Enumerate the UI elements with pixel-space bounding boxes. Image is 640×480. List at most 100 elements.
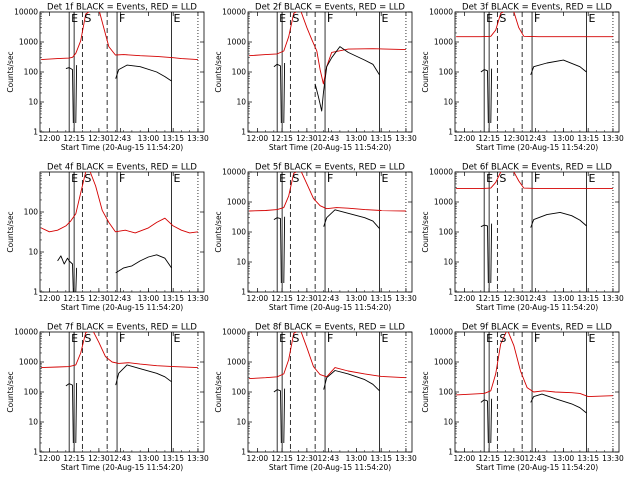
x-tick-label: 12:43 [318, 294, 340, 303]
series-line-lld [41, 12, 198, 61]
x-tick-label: 13:30 [602, 134, 624, 143]
plot-frame [39, 171, 205, 293]
x-tick-label: 13:30 [395, 294, 417, 303]
x-tick-label: 12:30 [296, 134, 318, 143]
time-marker-label: E [174, 12, 181, 25]
y-tick-label: 10 [443, 98, 453, 107]
x-tick-label: 12:15 [271, 454, 293, 463]
x-axis-label: Start Time (20-Aug-15 11:54:20) [61, 303, 183, 312]
plot-area [249, 172, 407, 292]
x-tick-label: 13:00 [138, 454, 160, 463]
plot-area [456, 332, 614, 452]
x-tick-label: 12:15 [271, 134, 293, 143]
y-axis-label: Counts/sec [214, 211, 223, 252]
x-tick-label: 13:15 [162, 294, 184, 303]
y-tick-label: 1 [241, 128, 246, 137]
y-tick-label: 1000 [434, 38, 453, 47]
time-marker-label: F [119, 12, 125, 25]
x-tick-label: 13:30 [187, 134, 209, 143]
x-tick-label: 12:43 [110, 294, 132, 303]
plot-area [249, 12, 407, 132]
series-line-events [273, 370, 380, 444]
series-line-events [480, 393, 587, 444]
y-tick-label: 10000 [429, 8, 453, 17]
x-axis-label: Start Time (20-Aug-15 11:54:20) [476, 143, 598, 152]
series-line-lld [456, 172, 613, 190]
plot-area [456, 172, 614, 292]
time-marker-label: F [534, 12, 540, 25]
plot-frame [247, 331, 413, 453]
y-tick-label: 1000 [19, 358, 38, 367]
series-line-lld [249, 332, 406, 380]
y-tick-label: 1 [448, 128, 453, 137]
time-marker-label: F [534, 172, 540, 185]
plot-frame [454, 11, 620, 133]
series-line-events [65, 364, 172, 444]
y-axis-label: Counts/sec [421, 211, 430, 252]
x-tick-label: 13:00 [553, 134, 575, 143]
x-tick-label: 13:15 [370, 294, 392, 303]
y-tick-label: 1 [448, 448, 453, 457]
x-tick-label: 13:00 [346, 134, 368, 143]
y-tick-label: 1000 [434, 358, 453, 367]
y-tick-label: 100 [24, 388, 39, 397]
x-tick-label: 12:00 [454, 294, 476, 303]
time-marker-label: S [499, 172, 506, 185]
chart-title: Det 1f BLACK = Events, RED = LLD [47, 3, 197, 13]
y-tick-label: 100 [24, 68, 39, 77]
y-tick-label: 10000 [14, 8, 38, 17]
y-tick-label: 1 [241, 288, 246, 297]
series-line-events [273, 209, 380, 284]
y-tick-label: 1000 [227, 198, 246, 207]
y-tick-label: 10 [236, 418, 246, 427]
x-tick-label: 13:30 [395, 454, 417, 463]
x-tick-label: 12:15 [478, 454, 500, 463]
y-tick-label: 10 [443, 418, 453, 427]
x-tick-label: 13:15 [577, 454, 599, 463]
time-marker-label: S [84, 332, 91, 345]
x-tick-label: 12:30 [503, 134, 525, 143]
x-axis-label: Start Time (20-Aug-15 11:54:20) [476, 463, 598, 472]
x-tick-label: 12:43 [525, 294, 547, 303]
x-tick-label: 13:30 [187, 294, 209, 303]
time-marker-label: E [174, 332, 181, 345]
time-marker-label: E [279, 172, 286, 185]
time-marker-label: S [84, 12, 91, 25]
y-axis-label: Counts/sec [6, 371, 15, 412]
time-marker-label: E [486, 172, 493, 185]
x-tick-label: 12:43 [525, 134, 547, 143]
time-marker-label: S [499, 332, 506, 345]
plot-area [456, 12, 614, 132]
x-tick-label: 13:00 [553, 294, 575, 303]
x-tick-label: 13:30 [602, 454, 624, 463]
time-marker-label: E [589, 12, 596, 25]
time-marker-label: E [279, 332, 286, 345]
x-tick-label: 13:00 [346, 454, 368, 463]
x-tick-label: 12:00 [247, 294, 269, 303]
x-tick-label: 12:15 [478, 134, 500, 143]
x-tick-label: 13:00 [553, 454, 575, 463]
x-axis-label: Start Time (20-Aug-15 11:54:20) [269, 143, 391, 152]
x-tick-label: 12:43 [318, 134, 340, 143]
series-line-lld [456, 12, 613, 38]
time-marker-label: F [534, 332, 540, 345]
y-tick-label: 10000 [429, 328, 453, 337]
y-axis-label: Counts/sec [6, 211, 15, 252]
x-tick-label: 12:30 [88, 134, 110, 143]
x-axis-label: Start Time (20-Aug-15 11:54:20) [269, 463, 391, 472]
plot-frame [39, 331, 205, 453]
y-tick-label: 10 [443, 258, 453, 267]
y-tick-label: 1000 [227, 38, 246, 47]
y-tick-label: 1 [33, 448, 38, 457]
y-tick-label: 10000 [222, 328, 246, 337]
series-line-lld [249, 172, 406, 212]
x-tick-label: 13:30 [187, 454, 209, 463]
y-tick-label: 1 [448, 288, 453, 297]
plot-area [249, 332, 407, 452]
x-tick-label: 13:00 [138, 294, 160, 303]
